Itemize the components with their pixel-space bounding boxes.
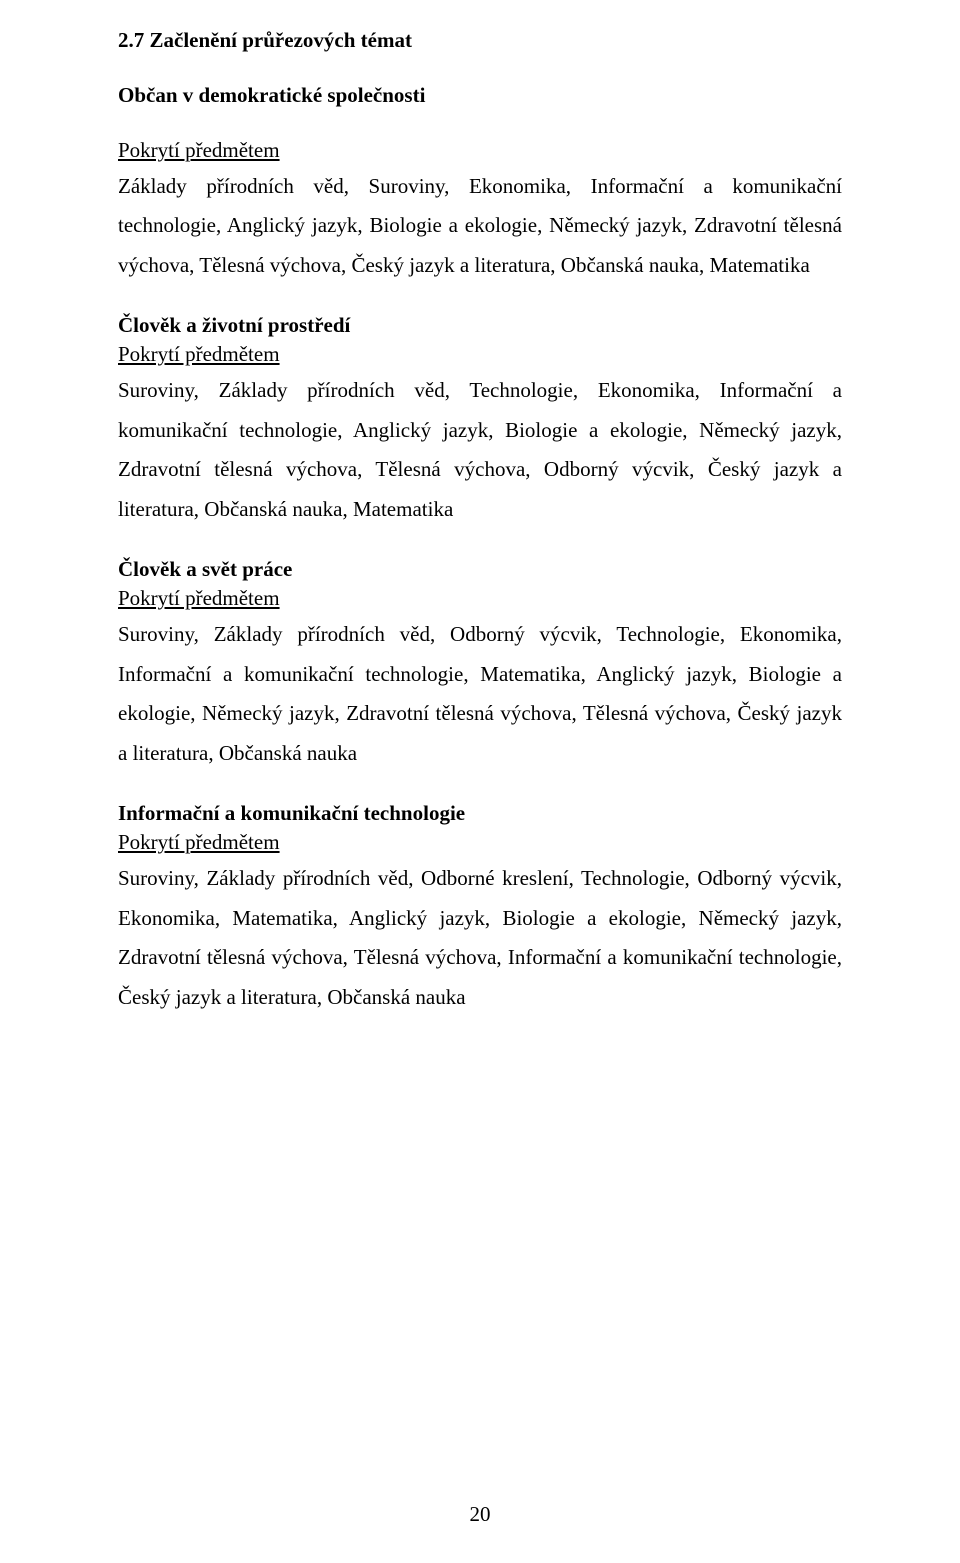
section-body: Základy přírodních věd, Suroviny, Ekonom…: [118, 167, 842, 285]
section-1: Občan v demokratické společnosti Pokrytí…: [118, 83, 842, 285]
section-2: Člověk a životní prostředí Pokrytí předm…: [118, 313, 842, 529]
covered-label: Pokrytí předmětem: [118, 830, 842, 855]
section-3: Člověk a svět práce Pokrytí předmětem Su…: [118, 557, 842, 773]
section-title: Člověk a svět práce: [118, 557, 842, 582]
section-body: Suroviny, Základy přírodních věd, Odborn…: [118, 859, 842, 1017]
page-number: 20: [0, 1502, 960, 1527]
section-title: Občan v demokratické společnosti: [118, 83, 842, 108]
main-heading: 2.7 Začlenění průřezových témat: [118, 28, 842, 53]
section-title: Člověk a životní prostředí: [118, 313, 842, 338]
document-page: 2.7 Začlenění průřezových témat Občan v …: [0, 0, 960, 1563]
section-body: Suroviny, Základy přírodních věd, Techno…: [118, 371, 842, 529]
covered-label: Pokrytí předmětem: [118, 138, 842, 163]
section-title: Informační a komunikační technologie: [118, 801, 842, 826]
section-4: Informační a komunikační technologie Pok…: [118, 801, 842, 1017]
covered-label: Pokrytí předmětem: [118, 342, 842, 367]
section-body: Suroviny, Základy přírodních věd, Odborn…: [118, 615, 842, 773]
spacer: [118, 112, 842, 138]
covered-label: Pokrytí předmětem: [118, 586, 842, 611]
